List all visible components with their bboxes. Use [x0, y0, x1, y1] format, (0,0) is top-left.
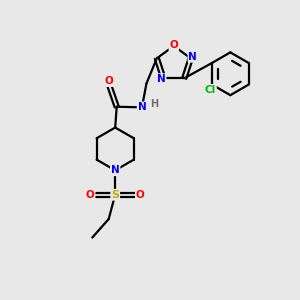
Text: N: N: [138, 102, 146, 112]
Text: Cl: Cl: [205, 85, 216, 95]
Text: S: S: [111, 190, 119, 200]
Text: N: N: [157, 74, 166, 84]
Text: N: N: [111, 165, 120, 175]
Text: O: O: [104, 76, 113, 86]
Text: O: O: [136, 190, 145, 200]
Text: O: O: [169, 40, 178, 50]
Text: N: N: [188, 52, 197, 62]
Text: O: O: [86, 190, 94, 200]
Text: H: H: [150, 99, 158, 110]
